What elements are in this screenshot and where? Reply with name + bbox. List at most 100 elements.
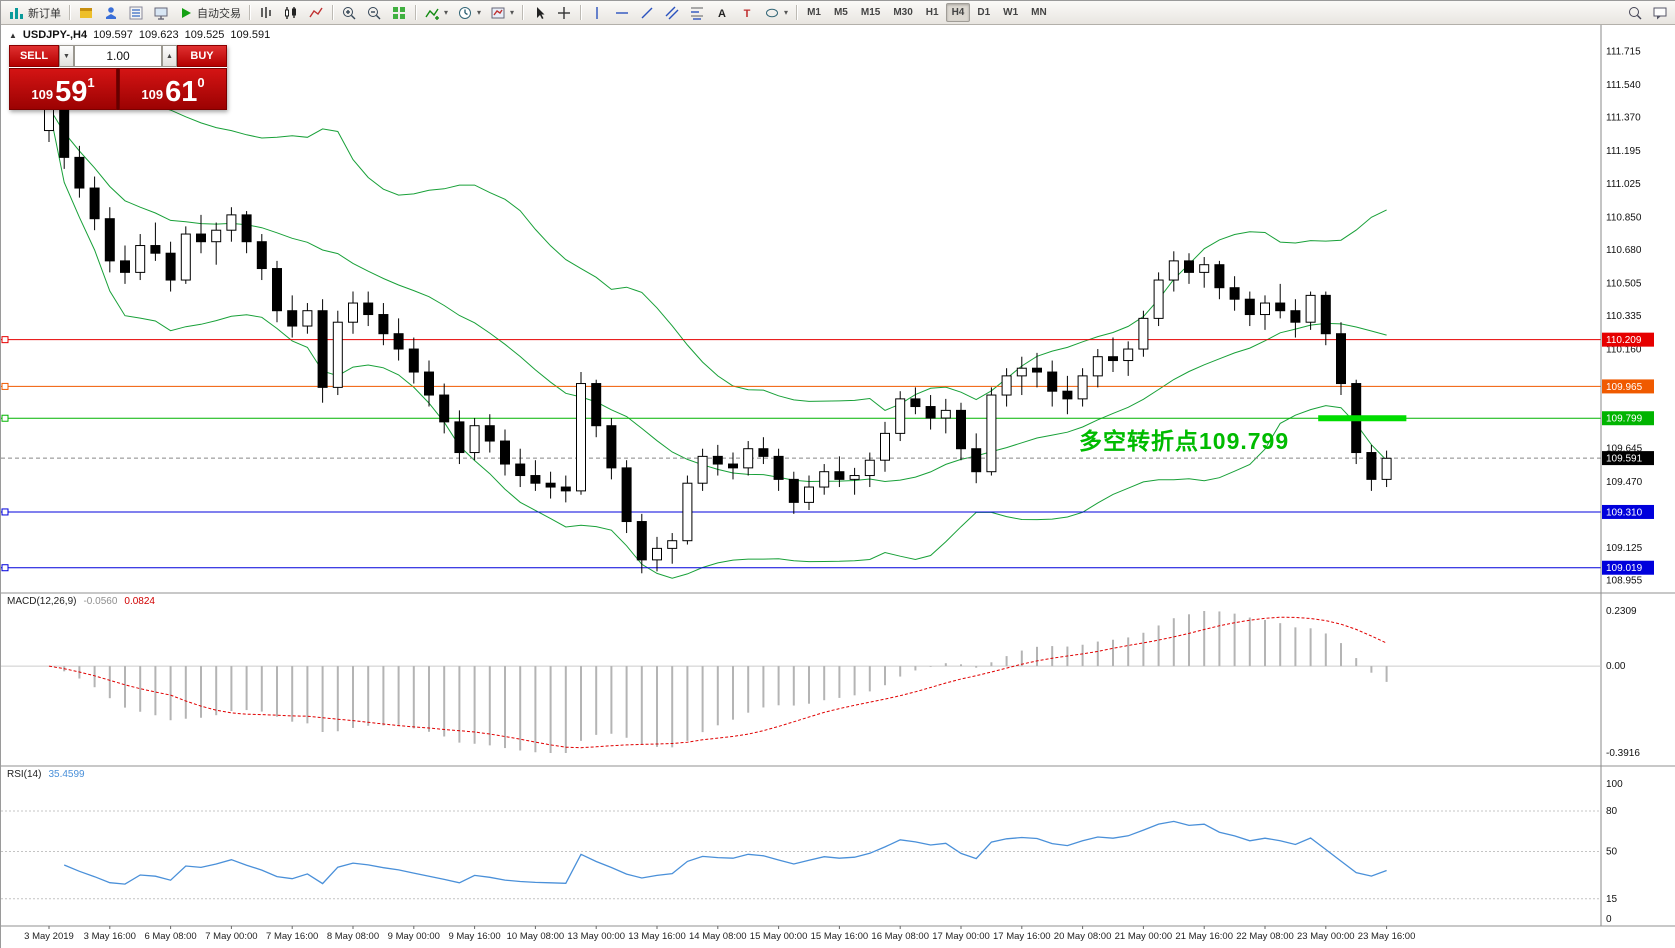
template-icon [491, 7, 505, 18]
equidistant-channel-button[interactable] [660, 3, 684, 23]
price-divider [117, 68, 119, 110]
svg-text:17 May 16:00: 17 May 16:00 [993, 931, 1051, 942]
search-icon [1629, 6, 1642, 19]
candle [1092, 349, 1103, 388]
svg-text:17 May 00:00: 17 May 00:00 [932, 931, 990, 942]
shapes-button[interactable]: ▾ [760, 3, 792, 23]
candle [1260, 295, 1270, 330]
sell-button[interactable]: SELL [9, 45, 59, 67]
timeframe-m30-button[interactable]: M30 [893, 7, 913, 18]
volume-up-button[interactable]: ▲ [162, 45, 177, 67]
candle [1168, 251, 1179, 292]
price-axis[interactable]: 111.715 111.540 111.370 111.195 111.025 110.8… [1600, 25, 1654, 926]
timeframe-m5-button[interactable]: M5 [833, 7, 848, 18]
rsi-indicator-label: RSI(14) 35.4599 [7, 769, 85, 780]
line-handle[interactable] [1, 414, 9, 422]
candle [180, 226, 191, 284]
buy-button[interactable]: BUY [177, 45, 227, 67]
market-watch-button[interactable] [74, 3, 98, 23]
timeframe-m1-button[interactable]: M1 [807, 7, 821, 18]
fibonacci-button[interactable] [685, 3, 709, 23]
horizontal-line-109.019[interactable] [1, 564, 1601, 572]
svg-text:T: T [744, 8, 751, 20]
svg-text:9 May 00:00: 9 May 00:00 [388, 931, 440, 942]
line-handle[interactable] [1, 382, 9, 390]
periods-button[interactable]: ▾ [453, 3, 485, 23]
collapse-panel-icon[interactable]: ▲ [9, 30, 17, 40]
line-handle[interactable] [1, 564, 9, 572]
new-order-button-label: 新订单 [28, 7, 61, 20]
zoom-out-button[interactable] [362, 3, 386, 23]
data-window-button[interactable] [99, 3, 123, 23]
trendline-icon [641, 7, 653, 18]
timeframe-mn-button[interactable]: MN [1031, 7, 1047, 18]
timeframe-h4-button[interactable]: H4 [945, 3, 971, 22]
toolbar-separator [415, 5, 416, 20]
templates-button[interactable]: ▾ [486, 3, 518, 23]
text-label-button[interactable]: T [735, 3, 759, 23]
volume-down-button[interactable]: ▼ [59, 45, 74, 67]
candle [1032, 352, 1042, 388]
candle [545, 471, 556, 499]
tile-windows-button[interactable] [387, 3, 411, 23]
new-order-button[interactable]: 新订单 [5, 3, 65, 23]
candle [788, 471, 799, 514]
candle [758, 437, 769, 465]
zoom-in-button[interactable] [337, 3, 361, 23]
bar-chart-button[interactable] [254, 3, 278, 23]
candle [728, 452, 738, 480]
buy-price-pips: 61 [165, 76, 198, 109]
label-icon: T [744, 8, 751, 20]
line-handle[interactable] [1, 336, 9, 344]
terminal-button[interactable] [149, 3, 173, 23]
timeframe-d1-button[interactable]: D1 [977, 7, 991, 18]
horizontal-line-110.209[interactable] [1, 336, 1601, 344]
timeframe-h1-button[interactable]: H1 [925, 7, 939, 18]
pivot-annotation-text[interactable]: 多空转折点109.799 [1079, 428, 1290, 454]
price-tag: 109.019 [1602, 560, 1654, 575]
search-button[interactable] [1623, 3, 1647, 23]
candle [621, 460, 632, 534]
candle [378, 303, 389, 346]
svg-text:21 May 00:00: 21 May 00:00 [1115, 931, 1173, 942]
price-tag: 109.965 [1602, 379, 1654, 394]
candlestick-chart-button[interactable] [279, 3, 303, 23]
horizontal-line-109.965[interactable] [1, 382, 1601, 390]
time-axis[interactable]: 3 May 2019 3 May 16:00 6 May 08:00 7 May 00… [24, 926, 1415, 942]
svg-text:21 May 16:00: 21 May 16:00 [1175, 931, 1233, 942]
candle [120, 245, 130, 284]
chat-button[interactable] [1648, 3, 1672, 23]
candle [332, 310, 343, 396]
buy-price-button[interactable]: 109 61 0 [119, 68, 227, 110]
text-icon: A [718, 8, 726, 20]
navigator-button[interactable] [124, 3, 148, 23]
sell-price-button[interactable]: 109 59 1 [9, 68, 117, 110]
horizontal-line-109.31[interactable] [1, 508, 1601, 516]
svg-text:13 May 16:00: 13 May 16:00 [628, 931, 686, 942]
trendline-button[interactable] [635, 3, 659, 23]
candle [895, 391, 906, 442]
timeframe-w1-button[interactable]: W1 [1003, 7, 1019, 18]
volume-input[interactable] [74, 45, 162, 67]
crosshair-button[interactable] [552, 3, 576, 23]
macd-name: MACD(12,26,9) [7, 596, 77, 607]
vertical-line-button[interactable] [585, 3, 609, 23]
line-icon [309, 7, 323, 17]
line-chart-button[interactable] [304, 3, 328, 23]
svg-text:110.505: 110.505 [1606, 278, 1642, 289]
main-price-panel[interactable] [1, 81, 1601, 579]
rsi-panel[interactable]: 100 80 50 15 0 [1, 779, 1623, 925]
timeframe-m15-button[interactable]: M15 [860, 7, 881, 18]
indicators-button[interactable]: ▾ [420, 3, 452, 23]
text-button[interactable]: A [710, 3, 734, 23]
autotrading-button[interactable]: 自动交易 [174, 3, 245, 23]
horizontal-line-button[interactable] [610, 3, 634, 23]
line-handle[interactable] [1, 508, 9, 516]
cursor-button[interactable] [527, 3, 551, 23]
svg-text:100: 100 [1606, 779, 1623, 790]
candle [1275, 283, 1286, 319]
macd-panel[interactable]: 0.2309 0.00 -0.3916 [1, 606, 1640, 759]
candle [1229, 276, 1240, 311]
